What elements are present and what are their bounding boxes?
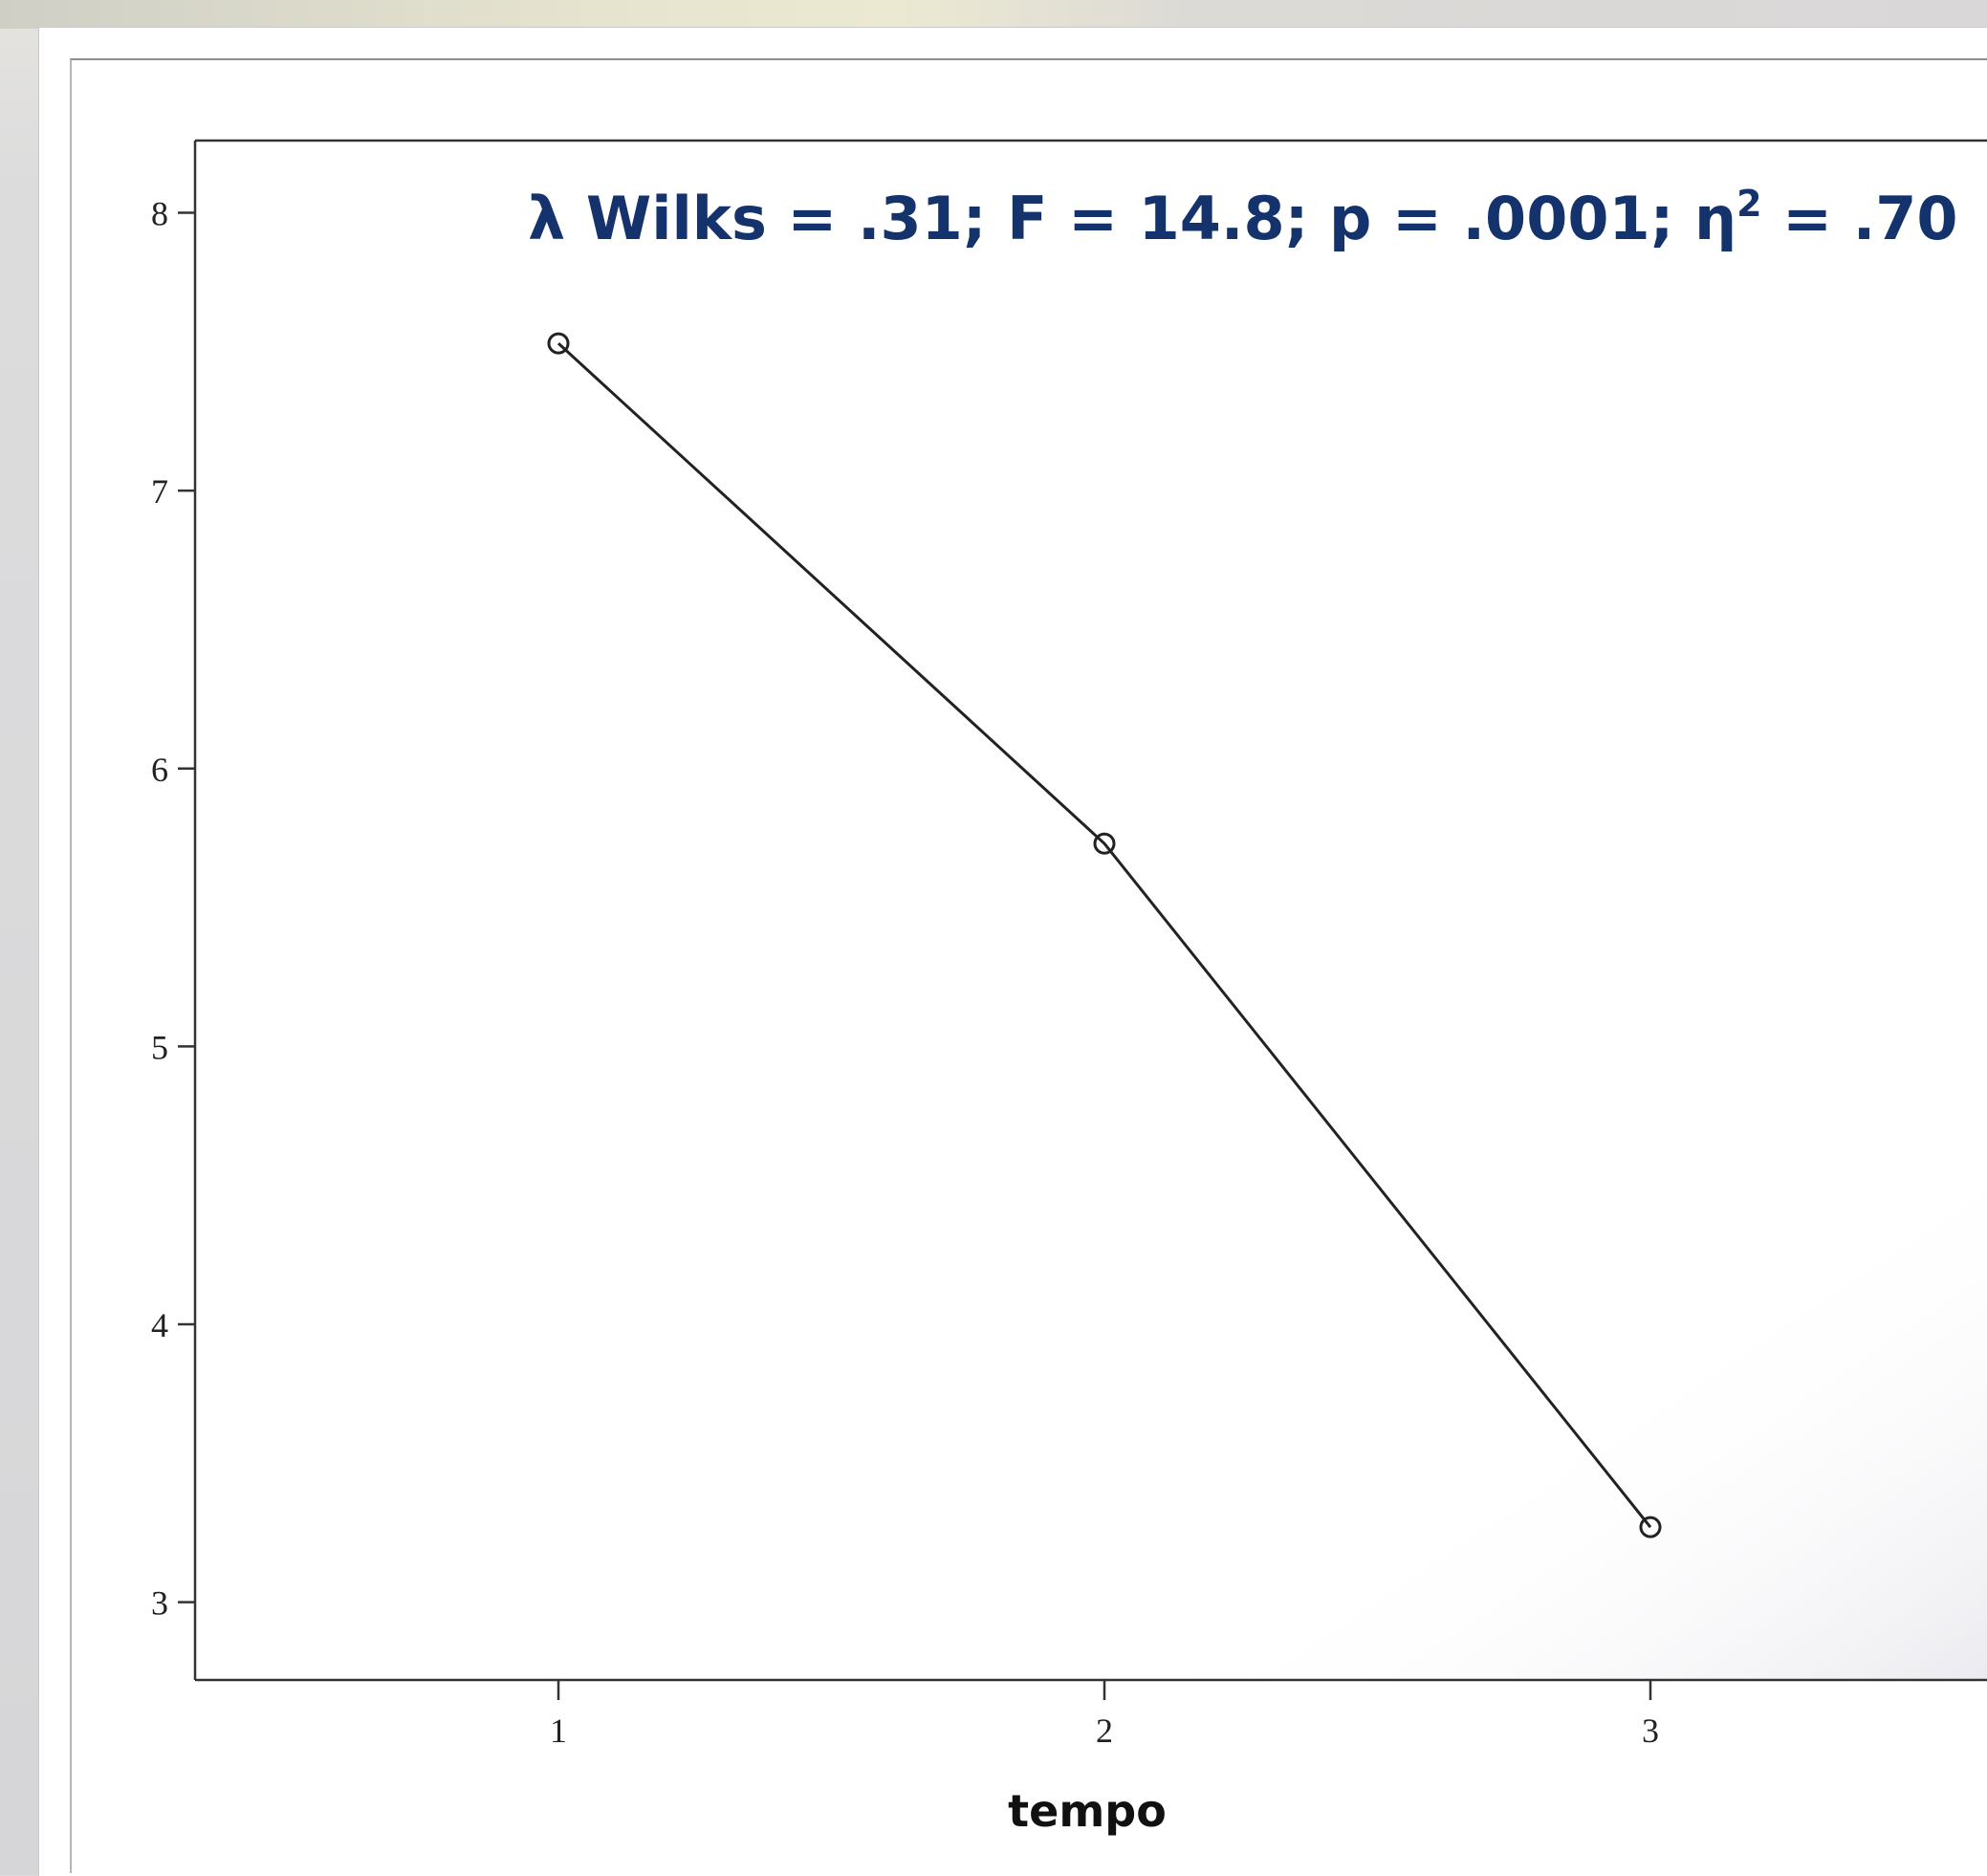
y-tick-label: 8 <box>151 195 168 233</box>
window-top-strip <box>0 0 1987 29</box>
title-superscript: 2 <box>1736 183 1761 225</box>
x-tick-label: 3 <box>1642 1712 1659 1750</box>
x-axis-title: tempo <box>1008 1785 1167 1837</box>
y-tick-label: 6 <box>151 751 168 789</box>
x-tick-label: 2 <box>1096 1712 1113 1750</box>
series-group <box>547 332 1662 1538</box>
y-axis-ticks: 3 4 5 6 7 8 <box>151 195 195 1623</box>
data-point-marker <box>1093 832 1116 855</box>
y-tick-label: 3 <box>151 1584 168 1623</box>
y-tick-label: 5 <box>151 1028 168 1066</box>
chart-title: λ Wilks = .31; F = 14.8; p = .0001; η2 =… <box>528 183 1958 253</box>
series-line <box>557 342 1652 1529</box>
x-axis-ticks: 1 2 3 <box>550 1680 1659 1750</box>
data-point-marker <box>1639 1516 1662 1538</box>
x-tick-label: 1 <box>550 1712 567 1750</box>
y-tick-label: 7 <box>151 472 168 511</box>
plot-shading <box>1052 1052 1987 1680</box>
y-tick-label: 4 <box>151 1306 168 1344</box>
data-point-marker <box>547 332 570 355</box>
